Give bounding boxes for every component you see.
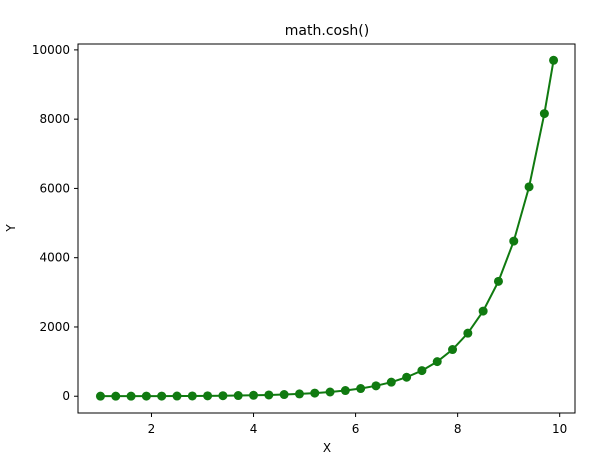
data-point bbox=[432, 357, 442, 367]
chart-title: math.cosh() bbox=[285, 23, 369, 39]
y-tick-label: 10000 bbox=[32, 43, 70, 57]
data-point bbox=[279, 390, 289, 400]
y-tick-label: 0 bbox=[62, 389, 70, 403]
y-tick-label: 8000 bbox=[39, 112, 70, 126]
data-point bbox=[493, 276, 503, 286]
data-point bbox=[356, 384, 366, 394]
data-point bbox=[187, 391, 197, 401]
data-point bbox=[157, 391, 167, 401]
plot-area bbox=[95, 55, 559, 401]
data-point bbox=[203, 391, 213, 401]
data-point bbox=[294, 389, 304, 399]
data-point bbox=[371, 381, 381, 391]
data-point bbox=[448, 345, 458, 355]
data-point bbox=[95, 391, 105, 401]
y-tick-label: 6000 bbox=[39, 181, 70, 195]
y-axis-label: Y bbox=[4, 224, 18, 233]
data-point bbox=[249, 390, 259, 400]
data-point bbox=[126, 391, 136, 401]
y-tick-label: 4000 bbox=[39, 251, 70, 265]
data-point bbox=[218, 391, 228, 401]
data-point bbox=[386, 377, 396, 387]
data-point bbox=[172, 391, 182, 401]
data-point bbox=[402, 372, 412, 382]
x-tick-label: 2 bbox=[148, 422, 156, 436]
x-axis-label: X bbox=[323, 441, 331, 455]
data-point bbox=[233, 391, 243, 401]
x-tick-label: 10 bbox=[552, 422, 567, 436]
x-axis: 2 4 6 8 10 bbox=[148, 413, 567, 436]
data-point bbox=[539, 109, 549, 119]
data-point bbox=[417, 366, 427, 376]
data-point bbox=[310, 388, 320, 398]
y-tick-label: 2000 bbox=[39, 320, 70, 334]
data-point bbox=[549, 55, 559, 65]
data-point bbox=[509, 236, 519, 246]
x-tick-label: 6 bbox=[352, 422, 360, 436]
data-point bbox=[524, 182, 534, 192]
data-point bbox=[111, 391, 121, 401]
x-tick-label: 4 bbox=[250, 422, 258, 436]
data-point bbox=[478, 306, 488, 316]
data-point bbox=[325, 387, 335, 397]
data-point bbox=[141, 391, 151, 401]
data-point bbox=[264, 390, 274, 400]
y-axis: 0 2000 4000 6000 8000 10000 bbox=[32, 43, 78, 403]
x-tick-label: 8 bbox=[454, 422, 462, 436]
data-point bbox=[340, 386, 350, 396]
plot-frame bbox=[77, 43, 576, 414]
data-point bbox=[463, 328, 473, 338]
